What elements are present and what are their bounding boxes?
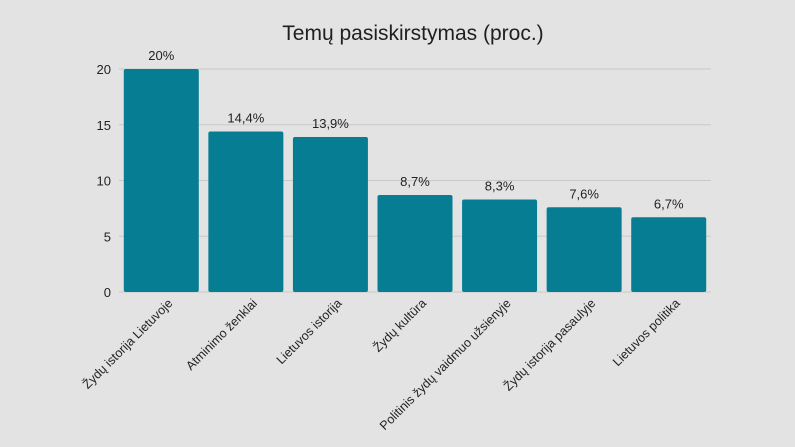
category-label: Lietuvos istorija: [274, 296, 345, 367]
bar: [123, 69, 199, 292]
chart-title: Temų pasiskirstymas (proc.): [282, 22, 543, 45]
bars: [123, 69, 707, 292]
category-label: Žydų kultūra: [370, 295, 429, 354]
data-label: 8,3%: [485, 178, 515, 193]
bar: [462, 199, 538, 292]
data-label: 13,9%: [312, 116, 349, 131]
category-label: Lietuvos politika: [610, 296, 683, 369]
category-labels: Žydų istorija Lietuvoje Atminimo ženklai L…: [79, 295, 683, 432]
data-label: 20%: [148, 48, 174, 63]
y-tick-label: 5: [104, 229, 111, 244]
y-tick-label: 20: [97, 62, 111, 77]
category-label: Atminimo ženklai: [183, 296, 260, 373]
bar: [546, 207, 622, 292]
data-label: 6,7%: [654, 196, 684, 211]
bar: [377, 194, 453, 292]
y-tick-label: 15: [97, 118, 111, 133]
y-tick-label: 10: [97, 174, 111, 189]
category-label: Žydų istorija pasaulyje: [500, 295, 598, 393]
bar: [631, 217, 707, 292]
y-axis-ticks: 0 5 10 15 20: [97, 62, 111, 300]
data-label: 14,4%: [227, 110, 264, 125]
category-label: Žydų istorija Lietuvoje: [79, 295, 175, 391]
bar: [208, 131, 284, 292]
data-labels: 20% 14,4% 13,9% 8,7% 8,3% 7,6% 6,7%: [148, 48, 684, 211]
data-label: 8,7%: [400, 174, 430, 189]
data-label: 7,6%: [569, 186, 599, 201]
bar: [292, 137, 368, 292]
y-tick-label: 0: [104, 285, 111, 300]
